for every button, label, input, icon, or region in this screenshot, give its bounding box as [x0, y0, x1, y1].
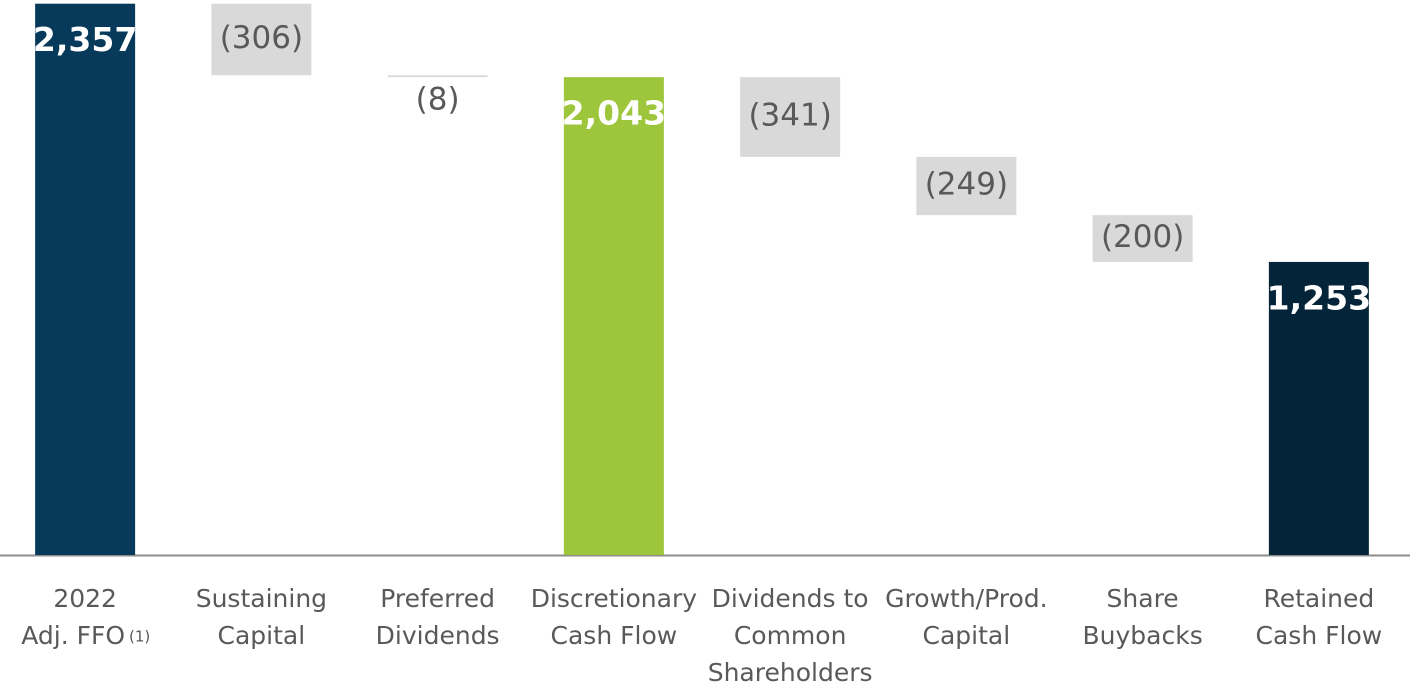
bar [35, 3, 136, 555]
x-tick-label: Preferred [380, 584, 495, 613]
x-tick-label: Shareholders [708, 658, 873, 685]
footnote-marker: (1) [129, 628, 150, 646]
x-tick-label: Dividends [376, 621, 500, 650]
value-label: (306) [220, 20, 303, 56]
x-tick-label: Discretionary [531, 584, 698, 613]
x-tick-label: Cash Flow [1256, 621, 1383, 650]
value-label: (249) [925, 167, 1008, 203]
x-tick-label: Capital [923, 621, 1011, 650]
x-tick-label: Adj. FFO [21, 621, 125, 650]
x-tick-label: Dividends to [712, 584, 869, 613]
x-tick-label: Share [1107, 584, 1179, 613]
value-label: 2,357 [33, 20, 137, 59]
x-tick-label: 2022 [53, 584, 117, 613]
bar [211, 3, 312, 76]
x-tick-label: Cash Flow [551, 621, 678, 650]
bar [740, 77, 841, 157]
x-tick-label: Capital [218, 621, 306, 650]
x-tick-label: Sustaining [196, 584, 327, 613]
value-label: (8) [416, 82, 460, 118]
x-tick-label: Common [734, 621, 847, 650]
bar [916, 156, 1017, 216]
bar [1092, 215, 1193, 262]
value-label: (341) [748, 98, 831, 134]
bar [1268, 261, 1369, 555]
value-label: 2,043 [562, 94, 666, 133]
x-tick-label: Growth/Prod. [885, 584, 1047, 613]
bar [563, 77, 664, 556]
x-tick-label: Buybacks [1083, 621, 1203, 650]
value-label: (200) [1101, 219, 1184, 255]
value-label: 1,253 [1267, 278, 1371, 317]
bar [387, 75, 488, 78]
x-tick-label: Retained [1263, 584, 1374, 613]
